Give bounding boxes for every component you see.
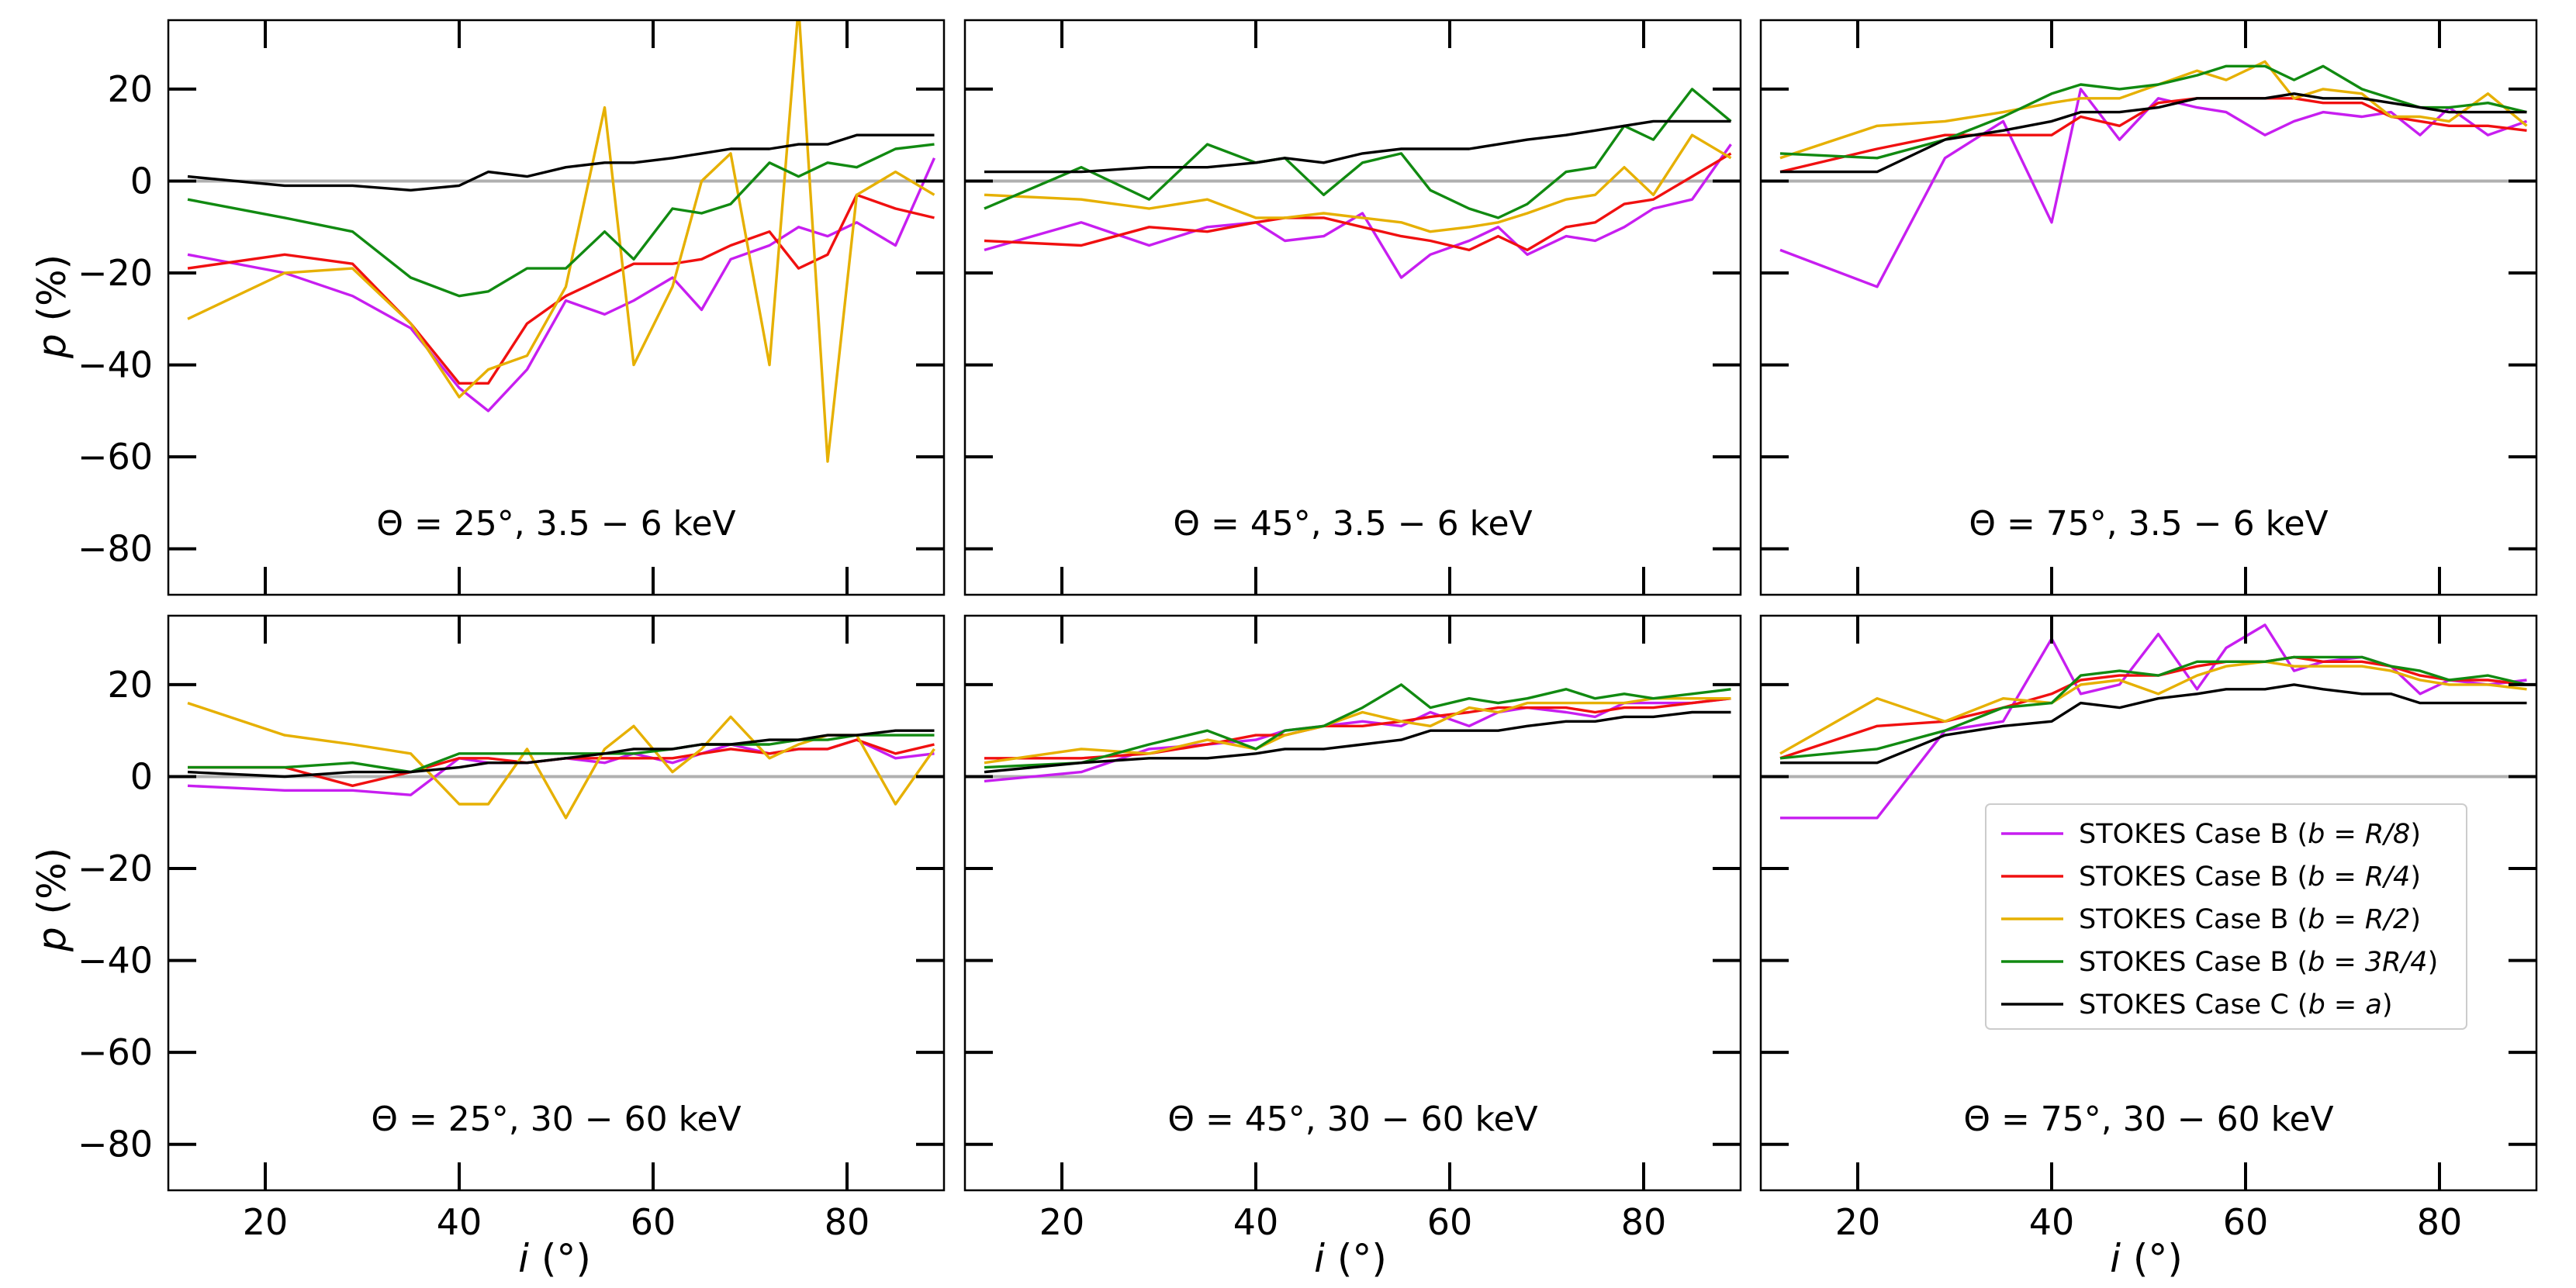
panel-frame (167, 614, 946, 1192)
panel-title: Θ = 45°, 30 − 60 keV (1167, 1100, 1537, 1139)
ytick-label: −40 (78, 344, 153, 386)
series-line-5 (1780, 683, 2527, 765)
xtick-label: 80 (1621, 1201, 1667, 1243)
panel-title: Θ = 75°, 3.5 − 6 keV (1969, 504, 2328, 544)
series-line-2 (984, 152, 1732, 252)
series-line-4 (1779, 655, 2527, 760)
ylabel-unit: (%) (29, 848, 74, 915)
series-line-3 (187, 701, 935, 820)
xtick-label: 20 (1039, 1201, 1085, 1243)
series-group (1779, 60, 2528, 288)
legend-label-3: STOKES Case B (b = R/2) (2079, 904, 2421, 935)
xtick-label: 80 (825, 1201, 870, 1243)
ytick-label: 0 (130, 160, 153, 202)
panel-4: 20 40 60 80 20 0 −20 −40 −60 −80 Θ = 25°, 30 − 60 … (78, 614, 946, 1243)
series-line-3 (1779, 660, 2527, 755)
xtick-label: 60 (1427, 1201, 1473, 1243)
ylabel-top: p (%) (29, 254, 74, 359)
series-group (984, 683, 1731, 783)
xtick-label: 60 (2223, 1201, 2269, 1243)
ylabel-var: p (29, 333, 74, 359)
series-line-4 (188, 734, 935, 774)
series-line-3 (984, 697, 1731, 765)
xlabel-unit: (°) (1337, 1236, 1387, 1281)
series-line-1 (984, 143, 1732, 279)
ylabel-unit: (%) (29, 254, 74, 322)
xtick-label: 60 (631, 1201, 676, 1243)
xtick-label: 40 (2029, 1201, 2075, 1243)
ylabel-var: p (29, 927, 74, 952)
panel-frame (963, 19, 1742, 596)
xtick-label: 40 (437, 1201, 482, 1243)
panel-3: Θ = 75°, 3.5 − 6 keV (1759, 19, 2538, 596)
series-line-1 (187, 157, 936, 413)
ylabel-bottom: p (%) (29, 848, 74, 952)
panel-5: 20 40 60 80 Θ = 45°, 30 − 60 keV (963, 614, 1742, 1243)
panel-frame (1759, 19, 2538, 596)
panel-frame (167, 19, 946, 596)
series-group (187, 701, 935, 820)
xlabel-col3: i (°) (2110, 1236, 2183, 1281)
panel-title: Θ = 25°, 30 − 60 keV (371, 1100, 741, 1139)
series-line-5 (984, 119, 1731, 174)
panels: 20 0 −20 −40 −60 −80 Θ = 25°, 3.5 − 6 keV Θ = 4… (78, 19, 2538, 1243)
panel-title: Θ = 45°, 3.5 − 6 keV (1173, 504, 1532, 544)
ytick-label: 20 (107, 664, 153, 706)
series-line-4 (1779, 64, 2527, 160)
series-line-1 (1780, 623, 2527, 820)
xlabel-col1: i (°) (518, 1236, 591, 1281)
ytick-label: 20 (107, 68, 153, 110)
series-line-5 (187, 729, 935, 779)
xlabel-var: i (518, 1236, 529, 1281)
xtick-label: 40 (1233, 1201, 1279, 1243)
ytick-label: −20 (78, 252, 153, 294)
series-line-2 (1779, 655, 2527, 760)
ytick-label: −40 (78, 940, 153, 982)
series-line-5 (1780, 92, 2527, 174)
xlabel-col2: i (°) (1314, 1236, 1387, 1281)
xtick-label: 80 (2417, 1201, 2463, 1243)
legend-label-2: STOKES Case B (b = R/4) (2079, 862, 2421, 893)
series-group (187, 20, 936, 463)
series-line-2 (188, 738, 935, 787)
series-line-5 (187, 133, 935, 192)
panel-6: 20 40 60 80 Θ = 75°, 30 − 60 keV (1759, 614, 2538, 1243)
panel-1: 20 0 −20 −40 −60 −80 Θ = 25°, 3.5 − 6 keV (78, 19, 946, 596)
series-line-4 (984, 683, 1731, 769)
ytick-label: 0 (130, 755, 153, 797)
panel-title: Θ = 25°, 3.5 − 6 keV (376, 504, 735, 544)
legend-label-4: STOKES Case B (b = 3R/4) (2079, 947, 2438, 978)
series-line-3 (984, 133, 1732, 233)
legend-box (1985, 803, 2467, 1030)
panel-frame (963, 614, 1742, 1192)
series-line-3 (1779, 60, 2528, 160)
xlabel-var: i (1314, 1236, 1325, 1281)
xlabel-unit: (°) (2133, 1236, 2183, 1281)
axis-labels: p (%) p (%) i (°) i (°) i (°) (29, 254, 2183, 1281)
series-group (1779, 623, 2527, 820)
series-line-4 (187, 143, 935, 298)
xlabel-var: i (2110, 1236, 2121, 1281)
xtick-label: 20 (1835, 1201, 1881, 1243)
legend-label-5: STOKES Case C (b = a) (2079, 989, 2392, 1020)
series-line-2 (187, 193, 935, 385)
series-line-5 (984, 710, 1731, 774)
xtick-label: 20 (243, 1201, 289, 1243)
ytick-label: −60 (78, 436, 153, 478)
series-line-3 (187, 20, 935, 463)
legend-label-1: STOKES Case B (b = R/8) (2079, 819, 2421, 850)
ytick-label: −80 (78, 1124, 153, 1165)
series-line-2 (984, 697, 1731, 760)
ytick-label: −80 (78, 528, 153, 570)
ytick-label: −60 (78, 1031, 153, 1073)
series-group (984, 88, 1732, 279)
xlabel-unit: (°) (541, 1236, 591, 1281)
panel-frame (1759, 614, 2538, 1192)
panel-2: Θ = 45°, 3.5 − 6 keV (963, 19, 1742, 596)
series-line-1 (1779, 88, 2528, 288)
ytick-label: −20 (78, 848, 153, 889)
panel-title: Θ = 75°, 30 − 60 keV (1963, 1100, 2333, 1139)
legend: STOKES Case B (b = R/8) STOKES Case B (b … (1985, 803, 2467, 1030)
